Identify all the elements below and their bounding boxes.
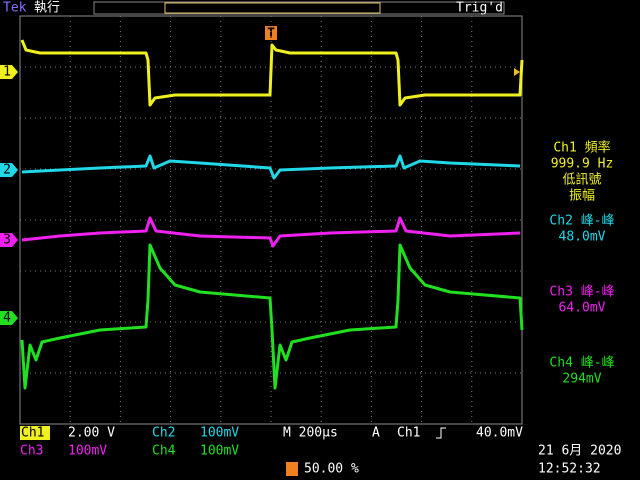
ch1-waveform [20, 39, 524, 107]
ch2-waveform [21, 154, 521, 180]
measurement-note: 振幅 [569, 189, 595, 204]
measurement-value: 999.9 Hz [551, 157, 614, 172]
ch1-marker: 1 [3, 65, 11, 80]
run-status: 執行 [34, 0, 60, 16]
measurement-label: Ch4 峰-峰 [549, 356, 614, 371]
record-window [164, 2, 381, 14]
trigger-position: 50.00 % [304, 462, 359, 477]
measurement-label: Ch3 峰-峰 [549, 285, 614, 300]
ch2-name: Ch2 [152, 426, 175, 441]
timebase: M 200µs [283, 426, 338, 441]
brand: Tek [3, 1, 27, 16]
ch4-waveform [20, 243, 524, 390]
measurement-value: 64.0mV [559, 301, 606, 316]
date: 21 6月 2020 [538, 444, 621, 459]
ch4-name: Ch4 [152, 444, 176, 459]
ch1-badge [20, 426, 50, 440]
ch3-scale: 100mV [68, 444, 107, 459]
ch1-scale: 2.00 V [68, 426, 115, 441]
trigger-state: Trig'd [456, 1, 503, 16]
ch4-marker: 4 [3, 311, 11, 326]
ch4-marker-shape [0, 311, 18, 325]
measurement-label: Ch2 峰-峰 [549, 214, 614, 229]
trigger-level-marker [514, 68, 520, 76]
record-bar [93, 1, 505, 15]
trigger-level: 40.0mV [476, 426, 523, 441]
ch1-marker-shape [0, 65, 18, 79]
ch3-waveform [21, 216, 521, 248]
ch2-scale: 100mV [200, 426, 239, 441]
ch3-name: Ch3 [20, 444, 43, 459]
ch1-name: Ch1 [21, 426, 44, 441]
measurement-value: 48.0mV [559, 230, 606, 245]
ch3-marker-shape [0, 233, 18, 247]
measurement-label: Ch1 頻率 [553, 140, 610, 156]
trigger-source: Ch1 [397, 426, 420, 441]
measurement-value: 294mV [562, 372, 601, 387]
ch2-marker-shape [0, 163, 18, 177]
time: 12:52:32 [538, 462, 601, 477]
trigger-marker-box [265, 26, 277, 40]
ch4-scale: 100mV [200, 444, 239, 459]
trigger-mode: A [372, 426, 380, 441]
measurement-note: 低訊號 [562, 173, 601, 188]
ch3-marker: 3 [3, 233, 11, 248]
ch2-marker: 2 [3, 163, 11, 178]
trigger-marker: T [267, 27, 275, 42]
trigger-slope-icon [436, 427, 446, 439]
trigger-position-icon [286, 462, 298, 476]
